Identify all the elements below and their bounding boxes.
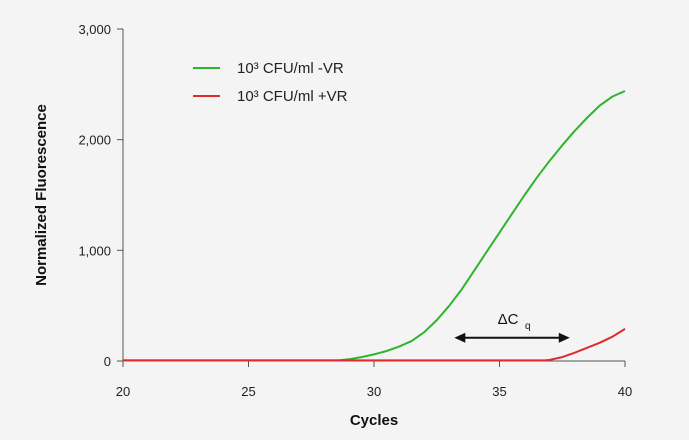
- y-tick-label: 3,000: [78, 22, 111, 37]
- annotation-arrowhead-left: [454, 332, 466, 343]
- legend: 10³ CFU/ml -VR 10³ CFU/ml +VR: [193, 60, 348, 105]
- x-ticks: 20 25 30 35 40: [116, 361, 632, 399]
- y-ticks: 0 1,000 2,000 3,000: [78, 22, 123, 369]
- y-tick-label: 1,000: [78, 243, 111, 258]
- legend-label-1: 10³ CFU/ml +VR: [237, 88, 348, 105]
- x-axis-title: Cycles: [350, 412, 398, 429]
- annotation-label: ΔC: [498, 311, 519, 328]
- x-tick-label: 25: [241, 384, 255, 399]
- annotation-subscript: q: [525, 321, 531, 332]
- series-line-0: [123, 90, 626, 362]
- y-axis-title: Normalized Fluorescence: [33, 104, 50, 286]
- annotation-arrowhead-right: [558, 332, 570, 343]
- y-tick-label: 2,000: [78, 133, 111, 148]
- legend-label-0: 10³ CFU/ml -VR: [237, 60, 344, 77]
- x-tick-label: 35: [492, 384, 506, 399]
- delta-cq-annotation: ΔC q: [454, 311, 570, 343]
- series-line-1: [123, 328, 626, 362]
- axes: [122, 29, 625, 362]
- series-lines: [123, 90, 626, 362]
- x-tick-label: 30: [367, 384, 381, 399]
- x-tick-label: 20: [116, 384, 130, 399]
- x-tick-label: 40: [618, 384, 632, 399]
- y-tick-label: 0: [104, 354, 111, 369]
